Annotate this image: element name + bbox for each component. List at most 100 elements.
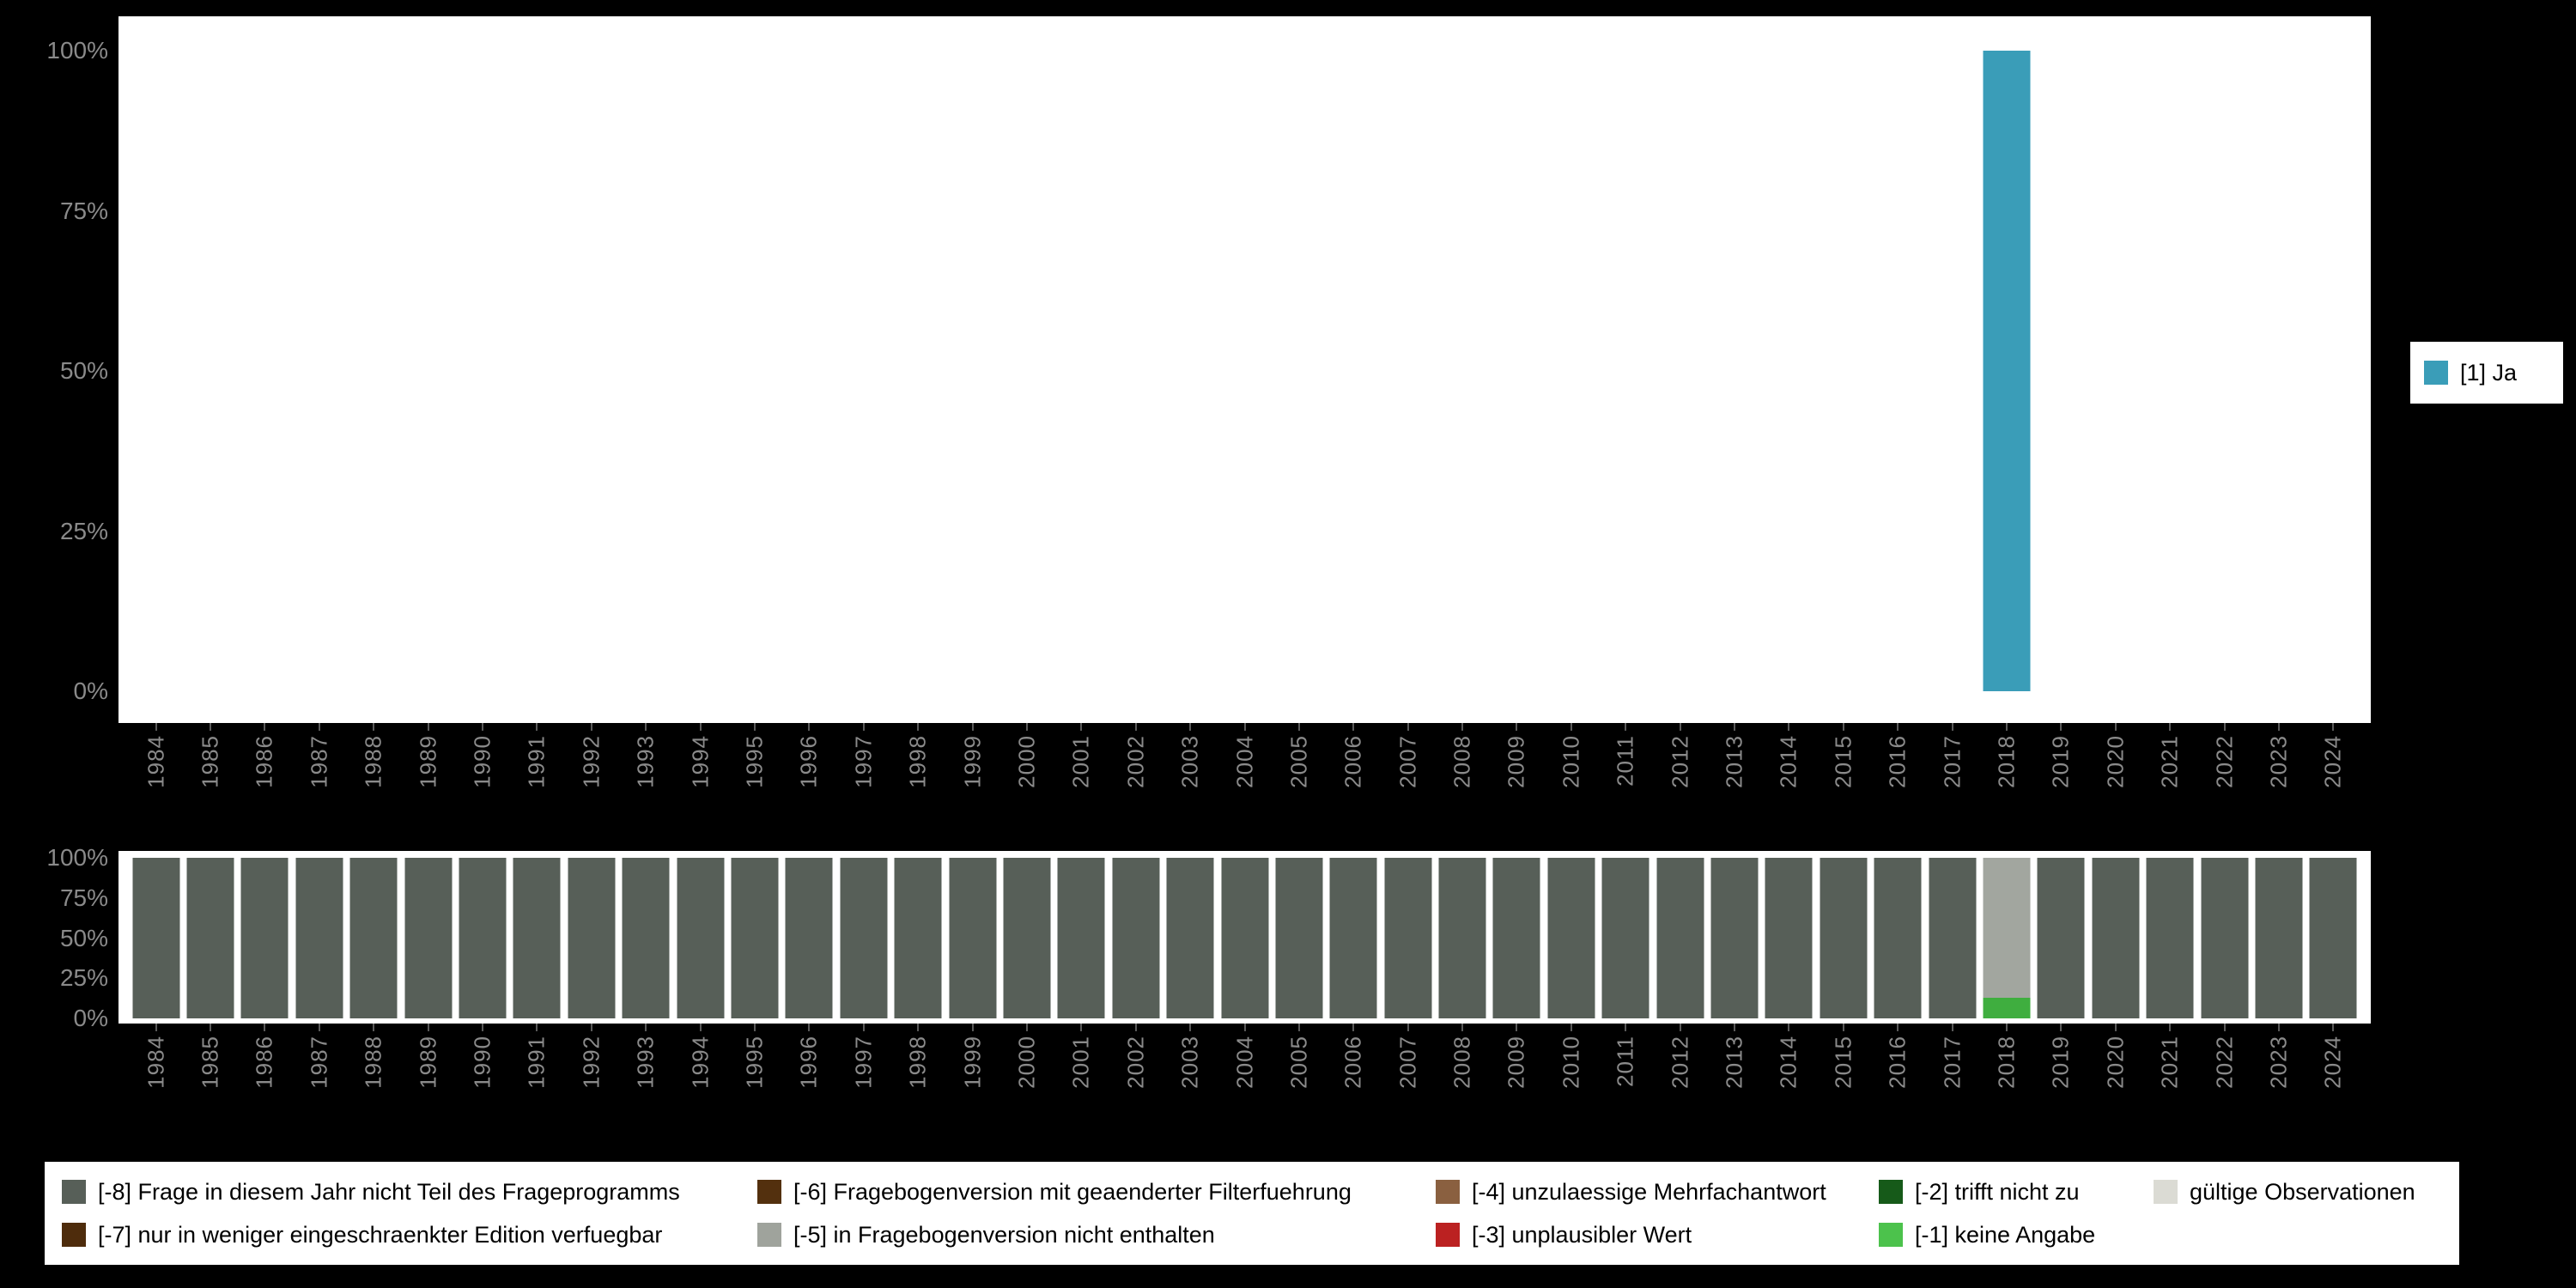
x-axis-year-label: 2001 bbox=[1067, 1036, 1094, 1089]
missing-values-legend: [-8] Frage in diesem Jahr nicht Teil des… bbox=[45, 1162, 2459, 1265]
legend-item: [-2] trifft nicht zu bbox=[1879, 1176, 2154, 1208]
x-axis-tick bbox=[2277, 1024, 2280, 1031]
x-axis-year-label: 2006 bbox=[1340, 1036, 1366, 1089]
x-axis-tick bbox=[2114, 723, 2117, 731]
x-axis-tick bbox=[971, 1024, 974, 1031]
top-chart-y-axis: 100% 75% 50% 25% 0% bbox=[0, 0, 108, 1288]
bar-segment bbox=[1003, 858, 1051, 1018]
x-axis-tick bbox=[1625, 723, 1627, 731]
x-axis-year-label: 1986 bbox=[251, 1036, 277, 1089]
x-axis-year-label: 2021 bbox=[2156, 735, 2183, 788]
x-axis-tick bbox=[1951, 723, 1953, 731]
bottom-chart-x-axis: 1984 1985 1986 1987 1988 1989 1990 1991 1992 1993… bbox=[129, 1024, 2360, 1118]
x-axis-year-label: 2000 bbox=[1013, 735, 1040, 788]
x-axis-year-label: 2010 bbox=[1558, 1036, 1584, 1089]
x-axis-year-label: 1993 bbox=[632, 735, 659, 788]
x-axis-year-label: 2022 bbox=[2211, 735, 2238, 788]
legend-label: [-8] Frage in diesem Jahr nicht Teil des… bbox=[98, 1178, 680, 1205]
x-axis-year-label: 2010 bbox=[1558, 735, 1584, 788]
legend-swatch bbox=[62, 1180, 86, 1204]
x-axis-tick bbox=[1080, 723, 1083, 731]
x-axis-tick bbox=[264, 723, 266, 731]
bar-segment bbox=[1166, 858, 1214, 1018]
y-axis-tick-label: 75% bbox=[59, 197, 108, 224]
x-axis-year-label: 2004 bbox=[1231, 735, 1257, 788]
x-axis-year-label: 2024 bbox=[2319, 735, 2346, 788]
x-axis-year-label: 2013 bbox=[1721, 1036, 1747, 1089]
legend-item: [-6] Fragebogenversion mit geaenderter F… bbox=[757, 1176, 1436, 1208]
x-axis-tick bbox=[2277, 723, 2280, 731]
x-axis-year-label: 1984 bbox=[143, 735, 169, 788]
x-axis-year-label: 1990 bbox=[469, 735, 495, 788]
x-axis-tick bbox=[1025, 1024, 1028, 1031]
bar-segment bbox=[568, 858, 616, 1018]
legend-label: [-4] unzulaessige Mehrfachantwort bbox=[1472, 1178, 1826, 1205]
x-axis-tick bbox=[1734, 723, 1735, 731]
y-axis-tick-label: 25% bbox=[59, 517, 108, 544]
x-axis-tick bbox=[1842, 723, 1844, 731]
x-axis-year-label: 2018 bbox=[1993, 1036, 2020, 1089]
x-axis-tick bbox=[1243, 723, 1246, 731]
legend-swatch bbox=[2154, 1180, 2178, 1204]
x-axis-tick bbox=[699, 723, 702, 731]
x-axis-year-label: 1996 bbox=[795, 1036, 822, 1089]
bar-segment bbox=[1384, 858, 1432, 1018]
bar-segment bbox=[1438, 858, 1486, 1018]
bar-segment bbox=[1329, 858, 1377, 1018]
x-axis-year-label: 2011 bbox=[1612, 735, 1638, 787]
legend-key-ja-swatch bbox=[2424, 361, 2448, 385]
legend-label: gültige Observationen bbox=[2190, 1178, 2415, 1205]
x-axis-tick bbox=[1734, 1024, 1735, 1031]
bottom-chart-panel bbox=[118, 851, 2371, 1024]
x-axis-tick bbox=[1897, 1024, 1899, 1031]
x-axis-tick bbox=[753, 723, 756, 731]
bar-segment bbox=[1983, 858, 2031, 998]
legend-item: [-4] unzulaessige Mehrfachantwort bbox=[1436, 1176, 1879, 1208]
x-axis-year-label: 1987 bbox=[306, 1036, 332, 1089]
x-axis-year-label: 1988 bbox=[360, 1036, 386, 1089]
x-axis-year-label: 1987 bbox=[306, 735, 332, 788]
legend-item: [-7] nur in weniger eingeschraenkter Edi… bbox=[62, 1218, 757, 1251]
x-axis-tick bbox=[1570, 1024, 1572, 1031]
bar-segment bbox=[677, 858, 725, 1018]
x-axis-year-label: 2001 bbox=[1067, 735, 1094, 788]
bar-segment bbox=[459, 858, 507, 1018]
x-axis-year-label: 2019 bbox=[2047, 1036, 2074, 1089]
x-axis-year-label: 1990 bbox=[469, 1036, 495, 1089]
x-axis-tick bbox=[2223, 723, 2226, 731]
x-axis-tick bbox=[482, 1024, 484, 1031]
legend-item: [-8] Frage in diesem Jahr nicht Teil des… bbox=[62, 1176, 757, 1208]
x-axis-tick bbox=[210, 723, 212, 731]
x-axis-year-label: 2012 bbox=[1667, 735, 1693, 788]
x-axis-year-label: 2020 bbox=[2102, 1036, 2129, 1089]
bar-segment bbox=[1983, 51, 2031, 691]
x-axis-tick bbox=[2169, 723, 2172, 731]
y-axis-tick-label: 100% bbox=[46, 844, 108, 871]
bar-segment bbox=[1710, 858, 1759, 1018]
x-axis-year-label: 1997 bbox=[850, 1036, 877, 1089]
x-axis-tick bbox=[1243, 1024, 1246, 1031]
x-axis-tick bbox=[808, 723, 811, 731]
legend-swatch bbox=[1436, 1180, 1460, 1204]
bar-segment bbox=[404, 858, 453, 1018]
legend-label: [-1] keine Angabe bbox=[1915, 1221, 2096, 1248]
x-axis-year-label: 1992 bbox=[578, 1036, 605, 1089]
x-axis-tick bbox=[264, 1024, 266, 1031]
x-axis-year-label: 1997 bbox=[850, 735, 877, 788]
x-axis-year-label: 1998 bbox=[904, 1036, 931, 1089]
bar-segment bbox=[2146, 858, 2194, 1018]
bar-segment bbox=[1492, 858, 1540, 1018]
x-axis-year-label: 2009 bbox=[1503, 1036, 1529, 1089]
bar-segment bbox=[132, 858, 180, 1018]
x-axis-year-label: 2017 bbox=[1939, 1036, 1965, 1089]
legend-label: [-3] unplausibler Wert bbox=[1472, 1221, 1692, 1248]
x-axis-tick bbox=[2223, 1024, 2226, 1031]
x-axis-year-label: 2008 bbox=[1449, 735, 1475, 788]
x-axis-tick bbox=[1625, 1024, 1627, 1031]
x-axis-tick bbox=[482, 723, 484, 731]
bar-segment bbox=[2037, 858, 2085, 1018]
x-axis-tick bbox=[2060, 723, 2063, 731]
legend-label: [-6] Fragebogenversion mit geaenderter F… bbox=[793, 1178, 1352, 1205]
bar-segment bbox=[2255, 858, 2303, 1018]
legend-swatch bbox=[1879, 1180, 1903, 1204]
